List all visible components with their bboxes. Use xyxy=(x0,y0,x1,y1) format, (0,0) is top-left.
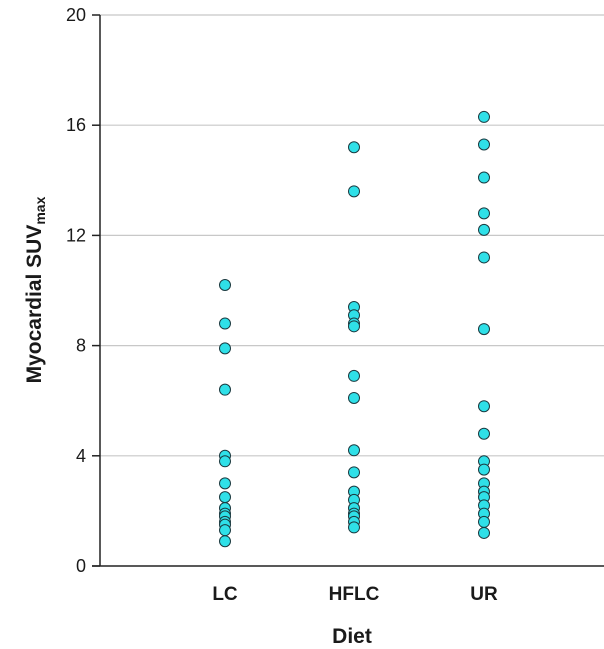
data-point-lc xyxy=(219,383,231,396)
data-point-lc xyxy=(219,278,231,291)
data-point-hflc xyxy=(348,369,360,382)
data-point-hflc xyxy=(348,141,360,154)
y-axis-title-main: Myocardial SUV xyxy=(23,225,46,384)
data-point-ur xyxy=(478,110,490,123)
data-point-ur xyxy=(478,463,490,476)
y-axis-title: Myocardial SUVmax xyxy=(23,196,48,383)
y-tick-label: 20 xyxy=(66,5,86,25)
gridlines xyxy=(100,14,604,457)
data-point-hflc xyxy=(348,466,360,479)
data-point-hflc xyxy=(348,444,360,457)
data-point-ur xyxy=(478,323,490,336)
data-point-ur xyxy=(478,251,490,264)
data-point-hflc xyxy=(348,391,360,404)
data-point-lc xyxy=(219,342,231,355)
y-tick-label: 0 xyxy=(76,556,86,576)
data-point-ur xyxy=(478,223,490,236)
x-category-labels: LC HFLC UR xyxy=(212,584,498,605)
x-axis-title: Diet xyxy=(332,625,372,648)
x-category-label-lc: LC xyxy=(212,584,238,605)
x-category-label-hflc: HFLC xyxy=(329,584,380,605)
data-point-ur xyxy=(478,207,490,220)
y-axis-title-subscript: max xyxy=(32,196,48,224)
data-point-ur xyxy=(478,526,490,539)
data-point-lc xyxy=(219,535,231,548)
data-point-ur xyxy=(478,138,490,151)
data-point-ur xyxy=(478,400,490,413)
data-point-hflc xyxy=(348,185,360,198)
data-point-lc xyxy=(219,317,231,330)
y-tick-label: 4 xyxy=(76,446,86,466)
y-tick-label: 8 xyxy=(76,336,86,356)
data-point-lc xyxy=(219,455,231,468)
data-point-ur xyxy=(478,171,490,184)
data-points xyxy=(219,110,490,548)
x-category-label-ur: UR xyxy=(470,584,498,605)
data-point-lc xyxy=(219,477,231,490)
y-tick-label: 16 xyxy=(66,115,86,135)
data-point-lc xyxy=(219,491,231,504)
data-point-lc xyxy=(219,524,231,537)
data-point-hflc xyxy=(348,521,360,534)
y-tick-label: 12 xyxy=(66,225,86,245)
data-point-ur xyxy=(478,515,490,528)
axes xyxy=(92,14,604,567)
data-point-ur xyxy=(478,427,490,440)
data-point-hflc xyxy=(348,320,360,333)
y-tick-labels: 0 4 8 12 16 20 xyxy=(66,5,86,576)
